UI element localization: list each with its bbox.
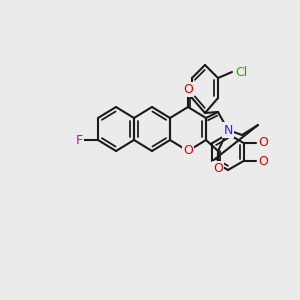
Text: O: O xyxy=(183,83,193,96)
Text: O: O xyxy=(259,154,269,167)
Text: Cl: Cl xyxy=(236,65,248,79)
Text: F: F xyxy=(75,134,82,146)
Text: O: O xyxy=(213,162,223,175)
Text: N: N xyxy=(223,124,233,136)
Text: O: O xyxy=(259,136,269,149)
Text: O: O xyxy=(183,145,193,158)
